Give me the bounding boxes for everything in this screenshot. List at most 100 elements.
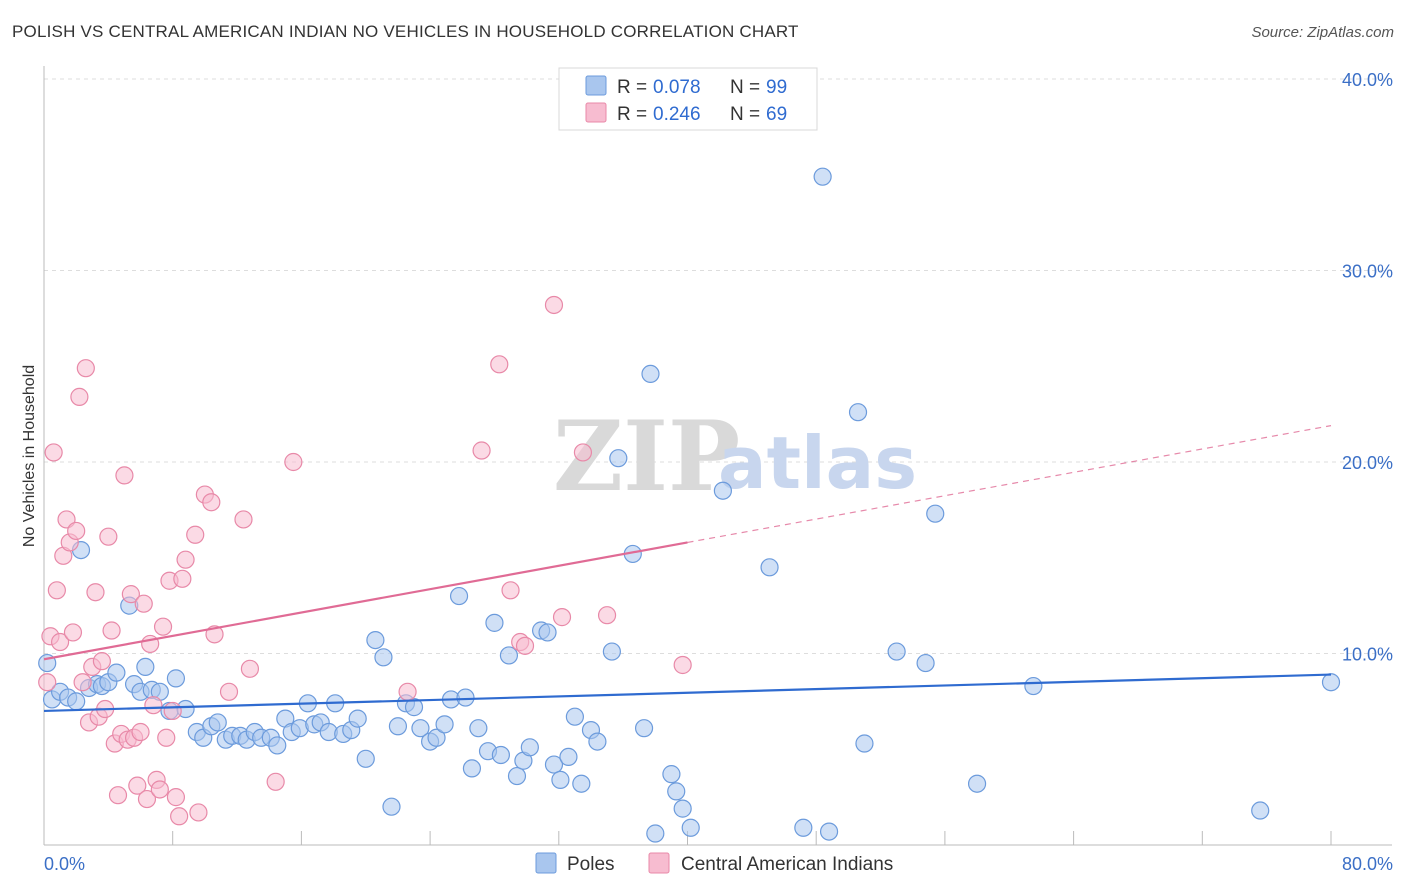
series-0-point-14 [136, 657, 155, 677]
series-1-point-53 [284, 452, 303, 472]
series-0-point-56 [456, 688, 475, 707]
series-0-point-52 [427, 728, 446, 747]
series-1-point-63 [597, 606, 617, 625]
series-1-point-0 [38, 673, 57, 692]
tick-labels: 10.0% 20.0% 30.0% 40.0% 0.0% 80.0% [44, 70, 1393, 874]
series-1-point-26 [121, 585, 140, 604]
trend-line-series-1 [43, 541, 688, 661]
series-0-point-80 [646, 824, 665, 843]
series-1-point-44 [186, 525, 205, 544]
series-1-point-28 [128, 776, 147, 795]
series-0-point-94 [926, 504, 945, 523]
series-0-point-86 [760, 558, 779, 577]
series-1-point-40 [166, 788, 186, 807]
series-0-point-89 [819, 822, 839, 841]
series-0-point-74 [588, 732, 607, 751]
series-0-points [38, 167, 1341, 843]
series-0-point-50 [411, 719, 430, 738]
series-0-point-45 [374, 648, 393, 667]
series-1-points [38, 295, 692, 826]
series-1-point-31 [137, 789, 157, 809]
series-1-point-33 [144, 696, 163, 715]
series-0-point-81 [662, 765, 681, 784]
series-1-point-19 [99, 527, 118, 546]
series-1-point-17 [92, 652, 112, 671]
series-1-point-49 [219, 682, 239, 701]
series-0-point-67 [538, 623, 557, 642]
series-1-point-56 [490, 355, 509, 374]
series-0-point-58 [469, 719, 488, 738]
y-tick-label-3: 40.0% [1342, 70, 1393, 90]
series-0-point-57 [462, 759, 482, 778]
series-0-point-98 [1321, 673, 1341, 692]
series-1-point-50 [234, 510, 253, 529]
series-1-point-4 [50, 632, 70, 652]
series-0-point-23 [208, 713, 227, 732]
series-0-point-46 [382, 797, 401, 816]
series-1-point-3 [47, 581, 66, 600]
series-1-point-42 [173, 569, 192, 588]
series-0-point-90 [848, 403, 868, 422]
series-0-point-70 [559, 747, 578, 767]
series-1-point-60 [544, 295, 564, 315]
series-0-point-83 [673, 799, 692, 818]
series-0-point-85 [713, 481, 732, 500]
series-0-point-47 [388, 717, 408, 736]
series-1-point-29 [131, 722, 150, 742]
legend-n-value-poles: 99 [766, 77, 787, 98]
chart-title: POLISH VS CENTRAL AMERICAN INDIAN NO VEH… [12, 22, 799, 41]
series-0-point-44 [366, 630, 385, 650]
series-1-point-61 [552, 608, 572, 627]
legend-n-label-poles: N = [730, 77, 760, 98]
legend-n-label-cai: N = [730, 104, 760, 125]
legend-r-value-poles: 0.078 [653, 77, 701, 98]
bottom-legend: Poles Central American Indians [535, 852, 893, 875]
series-1-point-24 [115, 466, 134, 485]
series-0-point-96 [1024, 676, 1043, 696]
series-1-point-36 [153, 617, 173, 636]
series-0-point-53 [435, 715, 454, 734]
series-0-point-62 [499, 646, 519, 665]
trend-line-series-0 [43, 673, 1332, 713]
series-0-point-49 [404, 698, 424, 717]
x-tick-label-1: 80.0% [1342, 854, 1393, 874]
legend-r-label-cai: R = [617, 104, 647, 125]
series-1-point-15 [86, 583, 105, 602]
series-0-point-68 [544, 755, 564, 774]
series-0-point-60 [485, 613, 504, 632]
bottom-legend-swatch-cai [648, 852, 670, 874]
series-0-point-4 [67, 692, 86, 711]
series-0-point-61 [491, 745, 510, 765]
axes [43, 66, 1392, 846]
series-0-point-91 [855, 734, 874, 753]
series-0-point-88 [813, 167, 832, 186]
series-0-point-10 [107, 663, 126, 682]
series-1-point-59 [515, 636, 535, 655]
legend: R = 0.078 N = 99 R = 0.246 N = 69 [558, 67, 818, 131]
series-1-point-8 [63, 623, 83, 642]
series-1-point-30 [134, 594, 153, 613]
series-0-point-79 [641, 364, 660, 384]
series-1-point-47 [202, 493, 221, 512]
series-1-point-54 [398, 682, 417, 701]
series-0-point-82 [667, 782, 686, 801]
legend-swatch-central-american-indians [585, 102, 607, 123]
series-0-point-69 [551, 770, 570, 789]
series-0-point-65 [520, 738, 539, 757]
y-tick-label-1: 20.0% [1342, 453, 1393, 473]
series-0-point-72 [572, 774, 591, 793]
x-tick-label-0: 0.0% [44, 854, 85, 874]
series-1-point-51 [240, 659, 260, 678]
series-0-point-92 [887, 642, 906, 661]
legend-swatch-poles [585, 75, 607, 96]
bottom-legend-label-cai: Central American Indians [681, 854, 893, 875]
bottom-legend-label-poles: Poles [567, 854, 615, 875]
series-0-point-55 [449, 586, 469, 606]
series-1-point-37 [157, 728, 176, 747]
series-0-point-43 [356, 749, 375, 768]
watermark: ZIP atlas [553, 400, 917, 513]
trend-lines [43, 425, 1332, 713]
chart-source: Source: ZipAtlas.com [1251, 24, 1394, 41]
series-1-point-20 [102, 621, 121, 640]
